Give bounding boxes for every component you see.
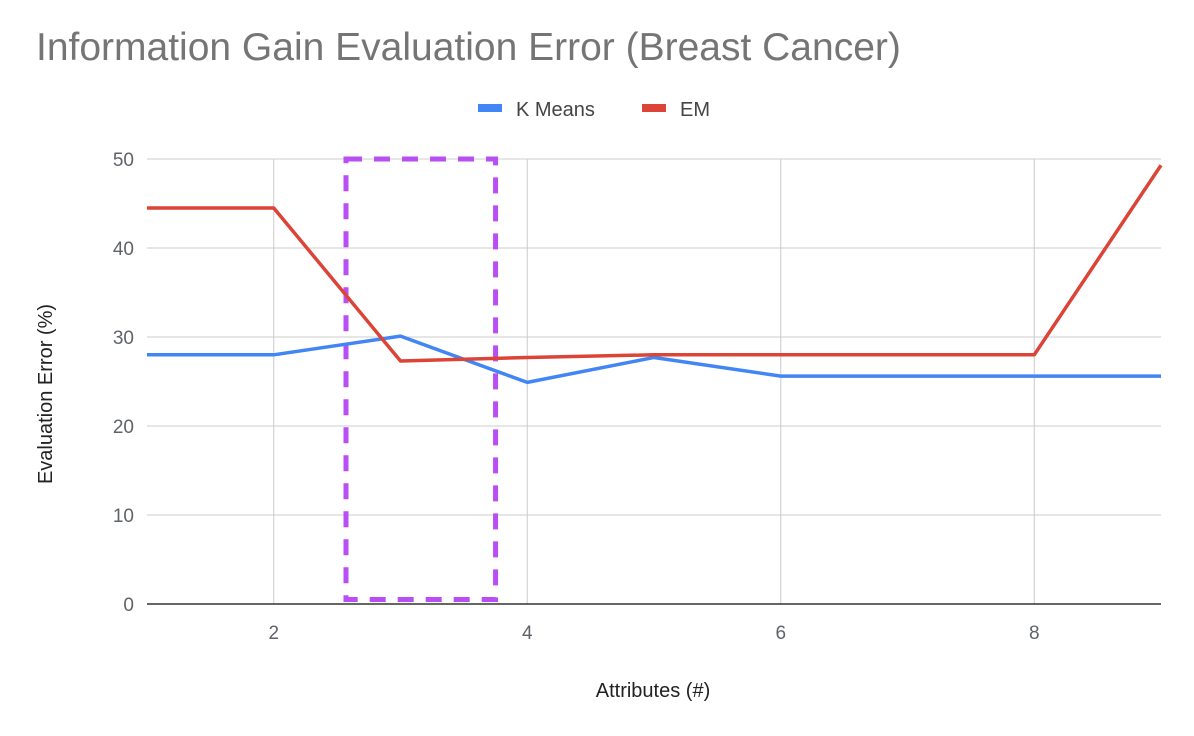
series-lines xyxy=(147,164,1163,385)
x-tick-label: 2 xyxy=(268,623,279,644)
axes: 0 10 20 30 40 50 2 4 6 8 xyxy=(113,150,1161,644)
y-tick-label: 10 xyxy=(113,506,134,527)
x-axis-title: Attributes (#) xyxy=(596,680,710,702)
legend-label: K Means xyxy=(516,99,595,121)
legend-swatch xyxy=(478,104,502,112)
y-tick-label: 40 xyxy=(113,239,134,260)
annotations xyxy=(343,156,499,603)
x-tick-label: 4 xyxy=(522,623,533,644)
series-line-kmeans xyxy=(147,334,1161,385)
y-tick-label: 20 xyxy=(113,417,134,438)
gridlines xyxy=(147,158,1161,604)
annotation-dashed-box xyxy=(343,156,499,603)
chart-title: Information Gain Evaluation Error (Breas… xyxy=(36,26,901,69)
legend-swatch xyxy=(642,104,666,112)
y-tick-label: 30 xyxy=(113,328,134,349)
legend-label: EM xyxy=(680,99,710,121)
x-tick-label: 8 xyxy=(1029,623,1040,644)
legend: K Means EM xyxy=(478,99,710,121)
y-tick-label: 0 xyxy=(123,595,134,616)
y-axis-title: Evaluation Error (%) xyxy=(35,304,57,484)
series-line-em xyxy=(147,164,1163,363)
x-tick-label: 6 xyxy=(775,623,786,644)
y-tick-label: 50 xyxy=(113,150,134,171)
